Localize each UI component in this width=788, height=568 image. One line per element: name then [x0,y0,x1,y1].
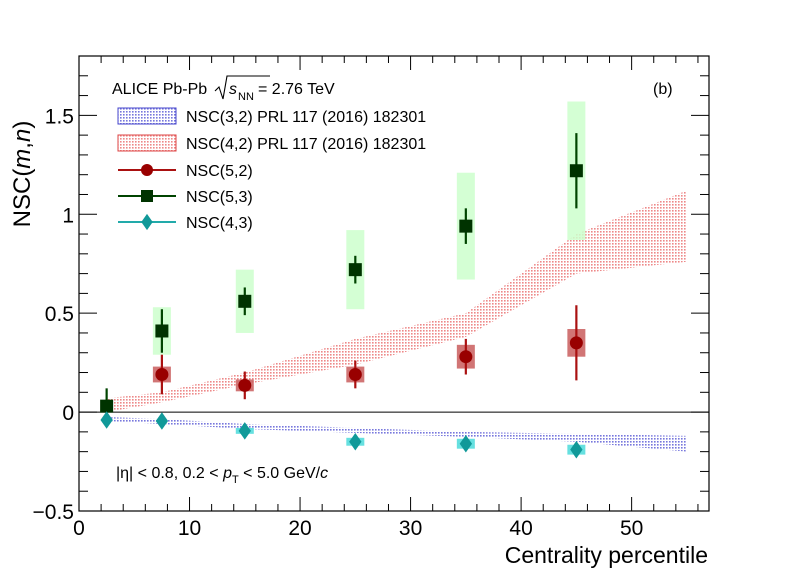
legend-swatch-band-1 [117,107,177,125]
x-axis-title: Centrality percentile [505,542,708,568]
x-tick-label: 0 [73,517,85,540]
cuts-annotation: |η| < 0.8, 0.2 < pT < 5.0 GeV/c [116,465,328,486]
y-tick-label: 0.5 [45,303,74,326]
marker-1-2 [238,378,252,392]
x-tick-label: 10 [178,517,201,540]
sqrt-icon [214,75,270,100]
x-tick-label: 30 [399,517,422,540]
bands-layer [106,190,687,452]
y-tick-label: 1.5 [45,105,74,128]
y-tick-label: 1 [62,204,74,227]
y-tick-label: −0.5 [33,501,74,524]
marker-3-3 [238,422,251,440]
marker-1-3 [348,368,362,381]
energy-symbol: s [229,81,237,98]
legend-label-band-1: NSC(3,2) PRL 117 (2016) 182301 [186,109,426,126]
x-tick-label: 50 [620,517,643,540]
panel-label: (b) [653,81,673,98]
legend-header: ALICE Pb-Pb [112,81,207,98]
legend: ALICE Pb-Pb s NN = 2.76 TeV NSC(3,2) PRL… [112,75,426,232]
marker-2-3 [238,294,252,308]
legend-entries: NSC(3,2) PRL 117 (2016) 182301 NSC(4,2) P… [117,107,426,232]
marker-1-5 [569,336,583,350]
legend-marker-series-3 [141,213,153,231]
marker-3-4 [349,432,362,451]
plot-frame [78,55,710,512]
energy-subscript: NN [238,91,254,103]
y-axis-title: NSC(m,n) [9,121,36,228]
energy-value: = 2.76 TeV [258,81,335,98]
marker-3-5 [459,434,473,453]
marker-2-5 [459,219,473,233]
marker-3-1 [100,411,113,429]
marker-2-2 [155,324,169,338]
axes-layer: 0 10 20 30 40 50−0.500.511.5 [33,55,709,540]
marker-2-1 [100,399,114,413]
legend-label-series-3: NSC(4,3) [186,215,253,232]
energy-label: s NN = 2.76 TeV [214,75,335,103]
marker-1-1 [155,368,169,381]
legend-label-series-2: NSC(5,3) [186,189,253,206]
legend-label-band-2: NSC(4,2) PRL 117 (2016) 182301 [186,136,426,153]
marker-1-4 [459,350,473,364]
band-1 [106,417,687,452]
legend-swatch-band-2 [117,134,177,152]
y-tick-label: 0 [62,402,74,425]
marker-2-6 [569,164,583,178]
marker-3-6 [570,440,583,459]
marker-2-4 [348,263,362,277]
x-tick-label: 40 [509,517,532,540]
marker-3-2 [155,412,169,430]
legend-marker-series-1 [141,164,153,176]
x-tick-label: 20 [288,517,311,540]
legend-label-series-1: NSC(5,2) [186,163,253,180]
markers-layer [100,164,583,459]
legend-marker-series-2 [141,190,153,202]
